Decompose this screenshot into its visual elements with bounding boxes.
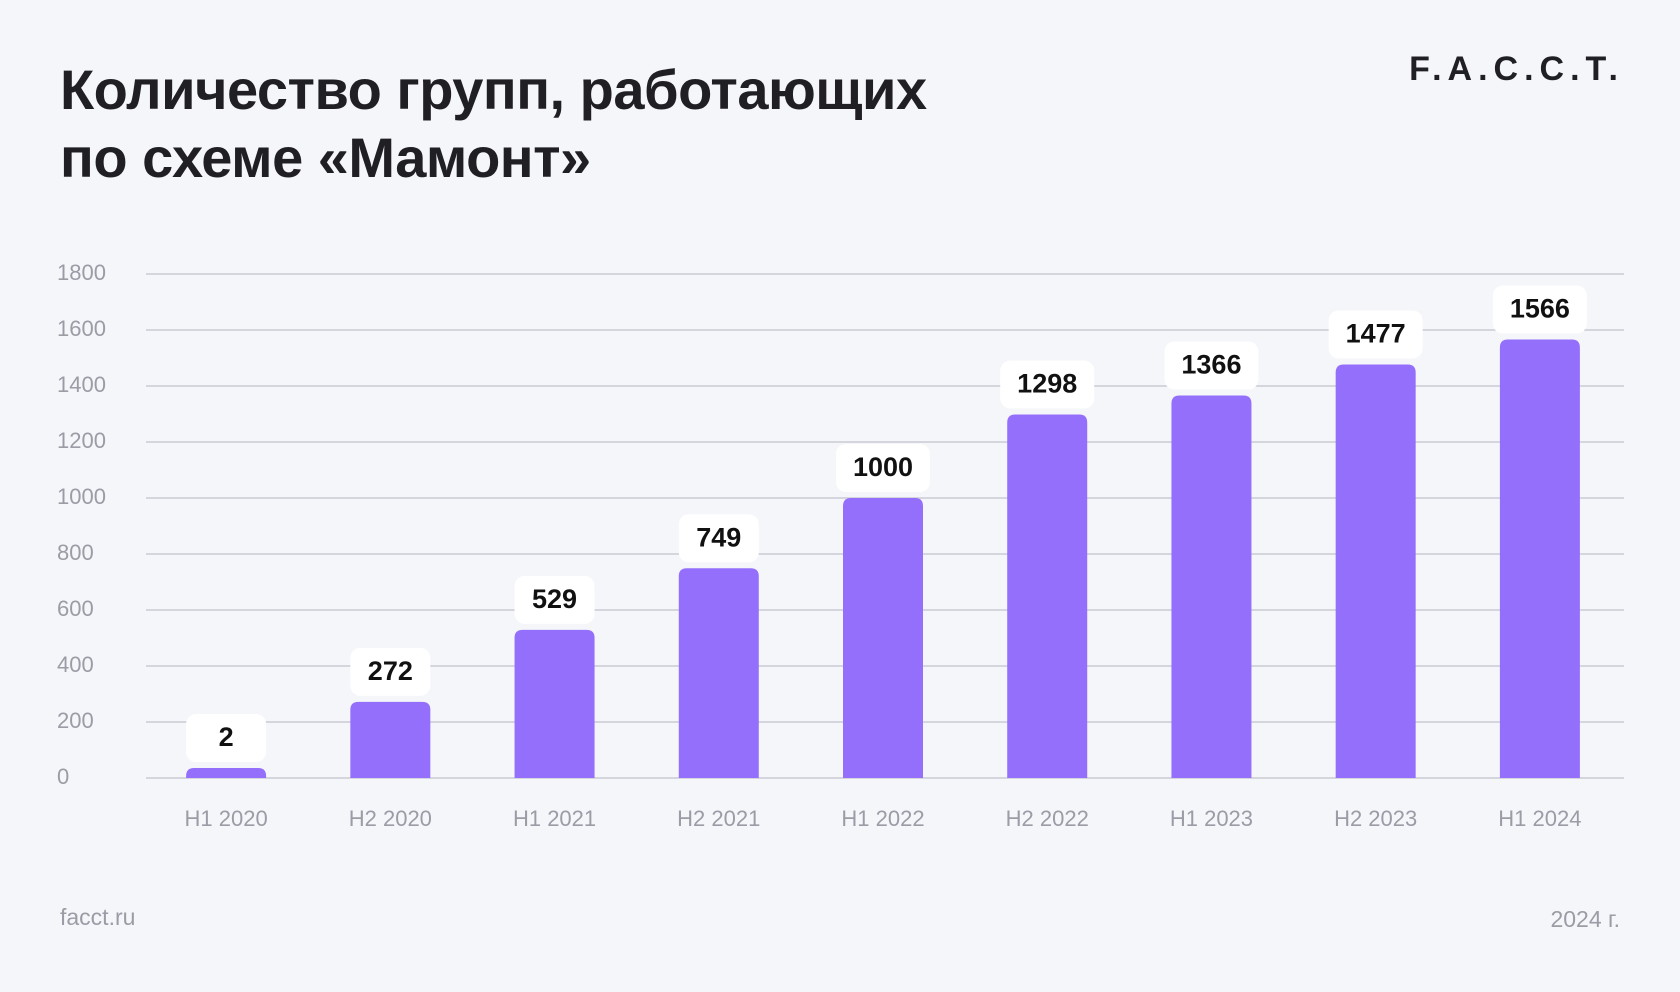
value-label-box bbox=[1164, 341, 1259, 390]
title-line-2: по схеме «Мамонт» bbox=[60, 126, 591, 189]
x-tick-label: H2 2020 bbox=[349, 806, 432, 831]
bar bbox=[350, 701, 431, 778]
y-tick-label: 0 bbox=[57, 764, 69, 789]
axis-labels: 0 200 400 600 800 1000 1200 1400 1600 1800 H1 2020… bbox=[57, 260, 1581, 831]
bar bbox=[1499, 339, 1580, 778]
y-tick-label: 800 bbox=[57, 540, 94, 565]
title-line-1: Количество групп, работающих bbox=[60, 58, 927, 121]
value-label: 1366 bbox=[1181, 350, 1241, 380]
y-tick-label: 200 bbox=[57, 708, 94, 733]
value-label-box bbox=[350, 647, 431, 696]
y-tick-label: 1200 bbox=[57, 428, 106, 453]
year-label: 2024 г. bbox=[1550, 906, 1620, 932]
facct-logo: F.A.C.C.T. bbox=[1409, 50, 1624, 88]
value-label: 272 bbox=[368, 656, 413, 686]
site-link[interactable]: facct.ru bbox=[60, 904, 136, 930]
value-label: 2 bbox=[219, 722, 234, 752]
x-tick-label: H1 2021 bbox=[513, 806, 596, 831]
value-labels: 2 272 529 749 1000 1298 1366 1477 1566 bbox=[186, 285, 1587, 762]
value-label: 1298 bbox=[1017, 369, 1077, 399]
y-tick-label: 1000 bbox=[57, 484, 106, 509]
bar bbox=[514, 629, 595, 778]
bar bbox=[1171, 395, 1252, 778]
x-tick-label: H1 2024 bbox=[1498, 806, 1581, 831]
y-tick-label: 400 bbox=[57, 652, 94, 677]
y-tick-label: 600 bbox=[57, 596, 94, 621]
x-tick-label: H2 2021 bbox=[677, 806, 760, 831]
y-tick-label: 1600 bbox=[57, 316, 106, 341]
value-label-box bbox=[678, 514, 759, 563]
value-label: 1477 bbox=[1346, 319, 1406, 349]
value-label-box bbox=[1328, 310, 1423, 359]
bar bbox=[1007, 414, 1088, 778]
value-label: 529 bbox=[532, 584, 577, 614]
value-label-box bbox=[514, 575, 595, 624]
bar bbox=[1335, 364, 1416, 778]
value-label-box bbox=[1000, 360, 1095, 409]
value-label-box bbox=[1492, 285, 1587, 334]
value-label-box bbox=[836, 444, 930, 492]
value-label-box bbox=[186, 714, 267, 762]
x-tick-label: H2 2022 bbox=[1006, 806, 1089, 831]
value-label: 749 bbox=[696, 522, 741, 552]
bar bbox=[678, 568, 759, 778]
value-label: 1566 bbox=[1510, 294, 1570, 324]
bar bbox=[843, 498, 923, 778]
x-tick-label: H1 2023 bbox=[1170, 806, 1253, 831]
bar bbox=[186, 768, 267, 778]
x-tick-label: H2 2023 bbox=[1334, 806, 1417, 831]
value-label: 1000 bbox=[853, 452, 913, 482]
y-tick-label: 1400 bbox=[57, 372, 106, 397]
y-tick-label: 1800 bbox=[57, 260, 106, 285]
x-tick-label: H1 2022 bbox=[841, 806, 924, 831]
x-tick-label: H1 2020 bbox=[185, 806, 268, 831]
page-title: Количество групп, работающих по схеме «М… bbox=[60, 56, 927, 192]
bars bbox=[186, 339, 1580, 778]
